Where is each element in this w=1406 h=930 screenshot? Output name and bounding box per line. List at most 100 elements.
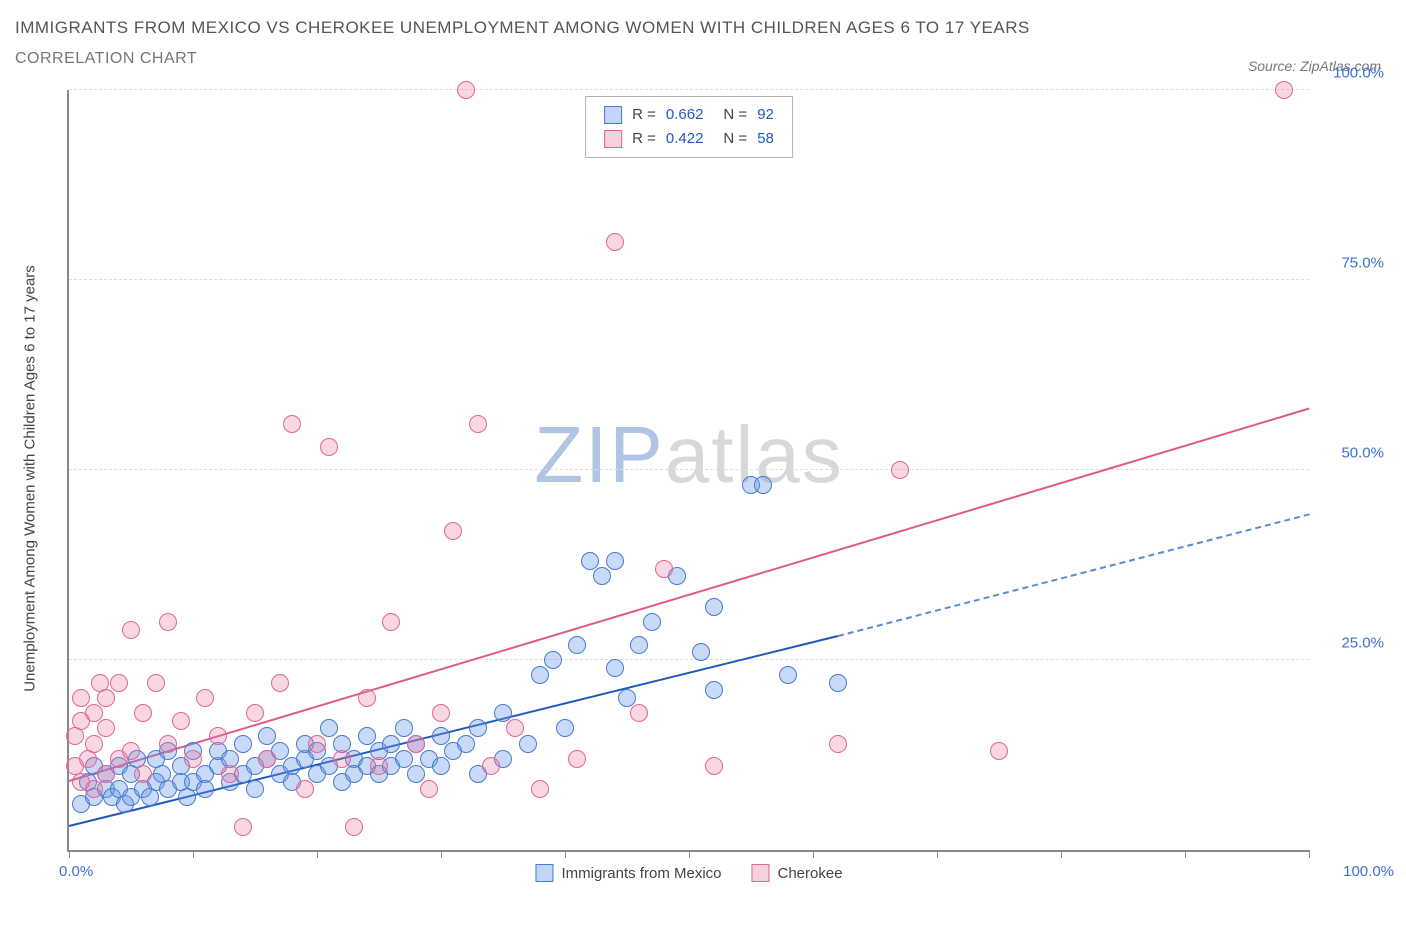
data-point bbox=[196, 689, 214, 707]
data-point bbox=[246, 704, 264, 722]
stats-row-pink: R = 0.422 N = 58 bbox=[604, 127, 774, 151]
data-point bbox=[531, 666, 549, 684]
stats-row-blue: R = 0.662 N = 92 bbox=[604, 103, 774, 127]
data-point bbox=[221, 765, 239, 783]
stats-n-label-2: N = bbox=[723, 127, 747, 151]
data-point bbox=[196, 780, 214, 798]
chart-area: Unemployment Among Women with Children A… bbox=[55, 90, 1385, 850]
stats-n-label: N = bbox=[723, 103, 747, 127]
data-point bbox=[643, 613, 661, 631]
data-point bbox=[122, 621, 140, 639]
data-point bbox=[990, 742, 1008, 760]
data-point bbox=[531, 780, 549, 798]
x-axis-min-label: 0.0% bbox=[59, 863, 93, 880]
data-point bbox=[97, 689, 115, 707]
data-point bbox=[618, 689, 636, 707]
data-point bbox=[779, 666, 797, 684]
data-point bbox=[420, 780, 438, 798]
data-point bbox=[308, 735, 326, 753]
data-point bbox=[258, 727, 276, 745]
data-point bbox=[147, 674, 165, 692]
data-point bbox=[296, 780, 314, 798]
data-point bbox=[606, 659, 624, 677]
chart-subtitle: CORRELATION CHART bbox=[15, 50, 1391, 68]
data-point bbox=[333, 750, 351, 768]
stats-n-blue: 92 bbox=[757, 103, 774, 127]
y-tick-label: 75.0% bbox=[1341, 255, 1384, 272]
y-tick-label: 25.0% bbox=[1341, 635, 1384, 652]
legend-item-blue: Immigrants from Mexico bbox=[535, 864, 721, 882]
data-point bbox=[544, 651, 562, 669]
data-point bbox=[122, 742, 140, 760]
data-point bbox=[829, 735, 847, 753]
data-point bbox=[754, 476, 772, 494]
data-point bbox=[184, 750, 202, 768]
gridline bbox=[69, 89, 1309, 90]
y-axis-label: Unemployment Among Women with Children A… bbox=[22, 265, 39, 692]
data-point bbox=[320, 719, 338, 737]
bottom-legend: Immigrants from Mexico Cherokee bbox=[535, 864, 842, 882]
data-point bbox=[85, 704, 103, 722]
data-point bbox=[606, 552, 624, 570]
data-point bbox=[395, 719, 413, 737]
legend-label-pink: Cherokee bbox=[777, 865, 842, 882]
data-point bbox=[593, 567, 611, 585]
data-point bbox=[382, 735, 400, 753]
x-axis-max-label: 100.0% bbox=[1343, 863, 1394, 880]
data-point bbox=[469, 719, 487, 737]
data-point bbox=[97, 765, 115, 783]
swatch-blue bbox=[604, 106, 622, 124]
data-point bbox=[246, 780, 264, 798]
data-point bbox=[1275, 81, 1293, 99]
data-point bbox=[85, 780, 103, 798]
data-point bbox=[407, 765, 425, 783]
data-point bbox=[134, 765, 152, 783]
watermark-zip: ZIP bbox=[534, 410, 664, 499]
data-point bbox=[494, 704, 512, 722]
data-point bbox=[556, 719, 574, 737]
x-tick bbox=[193, 850, 194, 858]
gridline bbox=[69, 469, 1309, 470]
gridline bbox=[69, 279, 1309, 280]
legend-item-pink: Cherokee bbox=[751, 864, 842, 882]
data-point bbox=[568, 636, 586, 654]
trend-line bbox=[838, 514, 1310, 638]
data-point bbox=[134, 704, 152, 722]
stats-r-blue: 0.662 bbox=[666, 103, 704, 127]
stats-r-label-2: R = bbox=[632, 127, 656, 151]
data-point bbox=[457, 81, 475, 99]
scatter-plot: ZIPatlas R = 0.662 N = 92 R = 0.422 N = … bbox=[67, 90, 1309, 852]
x-tick bbox=[689, 850, 690, 858]
x-tick bbox=[317, 850, 318, 858]
legend-label-blue: Immigrants from Mexico bbox=[561, 865, 721, 882]
data-point bbox=[829, 674, 847, 692]
data-point bbox=[432, 757, 450, 775]
y-tick-label: 100.0% bbox=[1333, 65, 1384, 82]
data-point bbox=[159, 735, 177, 753]
legend-swatch-pink bbox=[751, 864, 769, 882]
data-point bbox=[172, 712, 190, 730]
data-point bbox=[568, 750, 586, 768]
data-point bbox=[234, 735, 252, 753]
data-point bbox=[692, 643, 710, 661]
swatch-pink bbox=[604, 130, 622, 148]
chart-title: IMMIGRANTS FROM MEXICO VS CHEROKEE UNEMP… bbox=[15, 18, 1391, 38]
data-point bbox=[705, 681, 723, 699]
data-point bbox=[457, 735, 475, 753]
data-point bbox=[345, 818, 363, 836]
stats-n-pink: 58 bbox=[757, 127, 774, 151]
trend-line bbox=[69, 407, 1310, 781]
data-point bbox=[432, 727, 450, 745]
x-tick bbox=[565, 850, 566, 858]
data-point bbox=[72, 689, 90, 707]
data-point bbox=[469, 415, 487, 433]
data-point bbox=[320, 438, 338, 456]
data-point bbox=[110, 674, 128, 692]
data-point bbox=[85, 735, 103, 753]
data-point bbox=[159, 613, 177, 631]
x-tick bbox=[1061, 850, 1062, 858]
data-point bbox=[482, 757, 500, 775]
data-point bbox=[358, 727, 376, 745]
data-point bbox=[705, 757, 723, 775]
x-tick bbox=[1185, 850, 1186, 858]
